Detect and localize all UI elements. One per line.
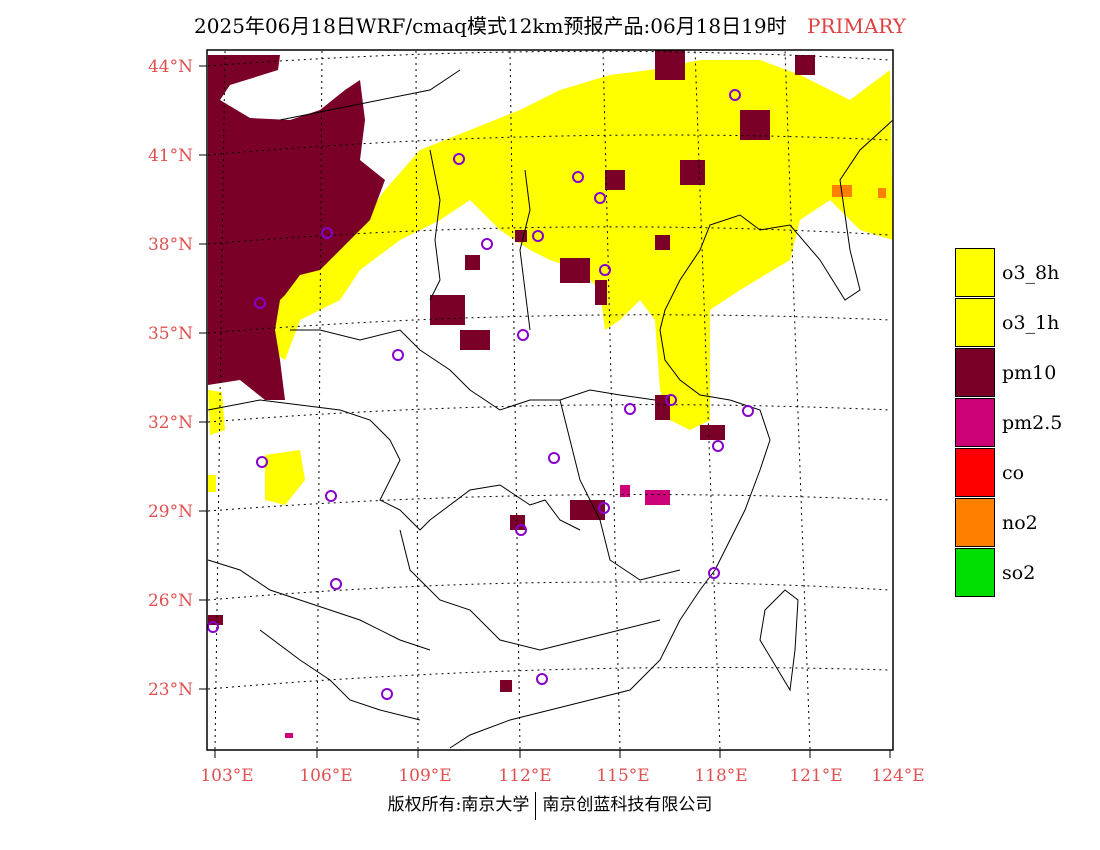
graticule <box>207 49 891 750</box>
station-marker <box>536 673 548 685</box>
station-marker <box>330 578 342 590</box>
station-marker <box>517 329 529 341</box>
station-marker <box>481 238 493 250</box>
o3-region <box>270 60 893 430</box>
legend-label: pm2.5 <box>1002 412 1063 434</box>
boundary-lines <box>207 69 894 749</box>
station-markers <box>207 89 754 700</box>
axis-ticks <box>199 65 891 758</box>
province-border <box>429 149 441 301</box>
legend-swatch <box>955 448 995 497</box>
station-marker <box>256 456 268 468</box>
copyright-footer: 版权所有:南京大学 南京创蓝科技有限公司 <box>0 790 1100 820</box>
map-frame <box>206 49 894 751</box>
lat-label: 26°N <box>148 591 193 611</box>
station-marker <box>665 394 677 406</box>
station-marker <box>598 502 610 514</box>
legend-swatch <box>955 298 995 347</box>
lat-label: 32°N <box>148 413 193 433</box>
station-marker <box>594 192 606 204</box>
legend-label: o3_1h <box>1002 312 1060 334</box>
station-marker <box>532 230 544 242</box>
copyright-right: 南京创蓝科技有限公司 <box>542 795 713 815</box>
lon-label: 121°E <box>789 766 842 786</box>
title-text: 2025年06月18日WRF/cmaq模式12km预报产品:06月18日19时 <box>194 14 787 38</box>
legend-swatch <box>955 348 995 397</box>
province-border <box>399 529 661 651</box>
station-marker <box>742 405 754 417</box>
legend-swatch <box>955 398 995 447</box>
lat-label: 35°N <box>148 324 193 344</box>
lon-label: 115°E <box>596 766 649 786</box>
legend-label: no2 <box>1002 512 1038 534</box>
legend-label: pm10 <box>1002 362 1057 384</box>
lat-label: 23°N <box>148 680 193 700</box>
lat-label: 29°N <box>148 502 193 522</box>
province-border <box>519 169 531 331</box>
pollutant-areas <box>208 50 893 738</box>
legend-swatch <box>955 248 995 297</box>
province-border <box>279 69 461 121</box>
station-marker <box>624 403 636 415</box>
map-title: 2025年06月18日WRF/cmaq模式12km预报产品:06月18日19时 … <box>0 10 1100 39</box>
pm10-patches <box>208 50 815 692</box>
station-marker <box>712 440 724 452</box>
legend-label: so2 <box>1002 562 1036 584</box>
taiwan-outline <box>759 589 799 692</box>
station-marker <box>392 349 404 361</box>
lon-label: 118°E <box>694 766 747 786</box>
lat-label: 38°N <box>148 235 193 255</box>
legend-swatch <box>955 498 995 547</box>
copyright-left: 版权所有:南京大学 <box>387 795 530 815</box>
station-marker <box>207 621 219 633</box>
station-marker <box>254 297 266 309</box>
station-marker <box>381 688 393 700</box>
o3-region <box>208 475 216 492</box>
province-border <box>290 329 656 411</box>
station-marker <box>708 567 720 579</box>
lon-label: 124°E <box>871 766 924 786</box>
station-marker <box>599 264 611 276</box>
o3-region <box>265 450 305 505</box>
lat-label: 41°N <box>148 146 193 166</box>
province-border <box>259 629 421 721</box>
station-marker <box>729 89 741 101</box>
primary-label: PRIMARY <box>806 14 906 38</box>
legend-label: co <box>1002 462 1025 484</box>
station-marker <box>325 490 337 502</box>
lon-label: 106°E <box>299 766 352 786</box>
lon-label: 112°E <box>498 766 551 786</box>
station-marker <box>572 171 584 183</box>
pm25-patches <box>285 485 670 738</box>
pm10-region <box>208 55 385 400</box>
station-marker <box>548 452 560 464</box>
legend-label: o3_8h <box>1002 262 1060 284</box>
province-border <box>207 399 581 531</box>
lat-label: 44°N <box>148 57 193 77</box>
o3-region <box>208 390 225 435</box>
province-border <box>207 559 431 651</box>
station-marker <box>453 153 465 165</box>
station-marker <box>515 524 527 536</box>
lon-label: 109°E <box>398 766 451 786</box>
legend-swatch <box>955 548 995 597</box>
province-border <box>559 399 681 581</box>
coastline <box>449 119 894 749</box>
station-marker <box>321 227 333 239</box>
lon-label: 103°E <box>200 766 253 786</box>
footer-separator <box>535 791 537 820</box>
